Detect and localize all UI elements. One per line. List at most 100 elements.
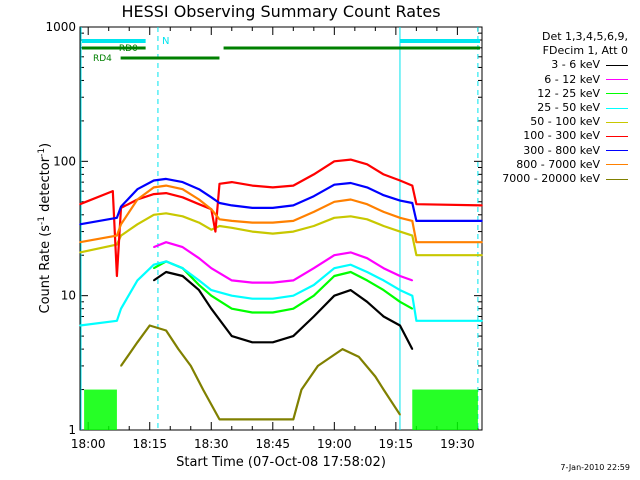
series-2-point <box>313 294 315 297</box>
legend-entry: 50 - 100 keV <box>502 115 628 129</box>
series-8-point <box>165 329 167 332</box>
legend-entry-label: 50 - 100 keV <box>530 115 600 129</box>
series-line-2 <box>153 260 413 314</box>
series-3-point <box>481 320 483 322</box>
legend-entry-swatch <box>606 136 628 138</box>
series-5-point <box>112 190 114 192</box>
series-line-5 <box>79 158 483 278</box>
series-7-point <box>116 234 118 237</box>
series-6-point <box>313 195 315 197</box>
series-5-point <box>415 203 418 205</box>
series-3-point <box>153 263 155 266</box>
x-tick-label: 18:30 <box>194 437 229 451</box>
series-7-point <box>198 198 200 201</box>
series-7-point <box>120 223 122 226</box>
series-8-point <box>300 388 303 391</box>
legend-entry-swatch <box>606 150 628 152</box>
series-2-point <box>272 311 274 314</box>
series-2-point <box>153 267 155 270</box>
series-3-point <box>165 260 167 263</box>
series-6-point <box>415 220 418 222</box>
series-line-0 <box>153 270 414 350</box>
series-1-point <box>366 257 368 260</box>
series-2-point <box>411 307 414 310</box>
series-3-point <box>399 289 401 291</box>
x-tick-label: 18:15 <box>132 437 167 451</box>
series-8-point <box>382 388 385 391</box>
series-5-point <box>349 158 352 161</box>
series-4-point <box>349 215 352 218</box>
series-8-point <box>374 375 377 378</box>
series-6-point <box>292 204 295 207</box>
legend-header-line-1: Det 1,3,4,5,6,9, <box>541 30 628 43</box>
series-3-point <box>313 284 315 286</box>
series-6-point <box>210 196 213 199</box>
series-8-point <box>120 365 122 367</box>
series-1-point <box>349 251 352 254</box>
series-4-point <box>333 217 336 219</box>
legend-entry: 12 - 25 keV <box>502 87 628 101</box>
series-3-point <box>210 289 213 291</box>
legend-entry: 100 - 300 keV <box>502 129 628 143</box>
series-1-point <box>153 246 155 248</box>
series-4-point <box>181 215 184 218</box>
series-line-8 <box>120 324 401 421</box>
series-0-point <box>272 341 274 344</box>
series-7-point <box>218 218 221 221</box>
series-4-point <box>415 254 418 256</box>
series-1-point <box>210 267 213 270</box>
series-0-point <box>366 301 368 303</box>
series-0-point <box>198 289 200 291</box>
series-3-point <box>292 294 295 297</box>
series-0-point <box>399 324 401 327</box>
y-axis-label: Count Rate (s-1 detector-1) <box>36 142 54 314</box>
series-6-point <box>218 202 221 204</box>
series-4-point <box>120 234 122 237</box>
x-tick-label: 18:00 <box>71 437 106 451</box>
chart-title: HESSI Observing Summary Count Rates <box>121 2 441 21</box>
series-3-point <box>272 297 274 300</box>
legend-entry-label: 3 - 6 keV <box>551 58 600 72</box>
green-background-block-0 <box>84 389 117 430</box>
series-8-point <box>136 341 139 344</box>
legend: Det 1,3,4,5,6,9, FDecim 1, Att 0 3 - 6 k… <box>502 30 628 186</box>
series-0-point <box>231 335 233 337</box>
series-5-point <box>181 196 184 199</box>
series-0-point <box>210 307 213 310</box>
series-7-point <box>136 198 139 201</box>
rd0-label: RD0 <box>119 44 138 54</box>
series-0-point <box>333 294 336 297</box>
series-5-point <box>218 183 221 185</box>
y-tick-label: 1 <box>68 423 76 437</box>
series-4-point <box>382 225 385 227</box>
legend-entry-label: 800 - 7000 keV <box>516 157 600 171</box>
series-5-point <box>251 184 254 187</box>
series-7-point <box>272 221 274 224</box>
series-6-point <box>272 207 274 209</box>
series-line-4 <box>79 212 482 257</box>
x-tick-label: 18:45 <box>255 437 290 451</box>
series-0-point <box>292 335 295 337</box>
series-1-point <box>411 279 414 282</box>
series-6-point <box>165 178 167 180</box>
series-7-point <box>481 241 483 243</box>
legend-entry-swatch <box>606 93 628 95</box>
series-7-point <box>399 217 401 219</box>
series-4-point <box>399 230 401 233</box>
series-3-point <box>333 267 336 270</box>
series-6-point <box>116 217 118 219</box>
series-7-point <box>181 188 184 190</box>
y-tick-label: 100 <box>53 154 76 168</box>
series-7-point <box>415 241 418 243</box>
series-5-point <box>481 204 483 207</box>
x-tick-label: 19:30 <box>440 437 475 451</box>
series-5-point <box>214 230 217 233</box>
series-4-point <box>198 221 200 224</box>
series-7-point <box>79 241 81 243</box>
series-4-point <box>153 214 155 216</box>
series-5-point <box>313 173 315 176</box>
series-line-1 <box>153 241 413 284</box>
series-2-point <box>333 275 336 277</box>
series-1-point <box>333 254 336 256</box>
series-5-point <box>382 173 385 176</box>
